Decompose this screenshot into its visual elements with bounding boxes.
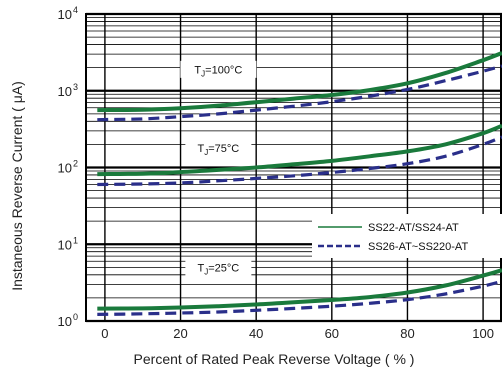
x-axis-title: Percent of Rated Peak Reverse Voltage ( … bbox=[134, 351, 415, 367]
temperature-label: TJ=100°C bbox=[180, 60, 257, 78]
y-tick-label: 100 bbox=[58, 312, 78, 329]
temperature-label-bg bbox=[185, 258, 252, 276]
temperature-label: TJ=25°C bbox=[185, 258, 252, 276]
x-tick-label: 100 bbox=[472, 326, 494, 341]
temperature-label-text: TJ=100°C bbox=[194, 64, 242, 78]
x-tick-label: 60 bbox=[325, 326, 339, 341]
legend-label: SS26-AT~SS220-AT bbox=[368, 241, 468, 253]
y-tick-label: 104 bbox=[58, 5, 78, 22]
legend-box bbox=[312, 214, 502, 258]
x-tick-label: 0 bbox=[101, 326, 108, 341]
plot-border bbox=[85, 13, 502, 322]
x-tick-label: 40 bbox=[249, 326, 263, 341]
y-axis-title: Instaneous Reverse Current ( μA) bbox=[9, 81, 25, 291]
y-tick-label: 103 bbox=[58, 82, 78, 99]
series-line-ss22-25c bbox=[97, 268, 502, 311]
series-line-ss22-100c bbox=[97, 51, 502, 113]
series-line-ss22-75c bbox=[97, 123, 502, 177]
x-tick-label: 20 bbox=[173, 326, 187, 341]
temperature-label: TJ=75°C bbox=[185, 139, 252, 157]
temperature-label-text: TJ=75°C bbox=[197, 143, 239, 157]
temperature-label-text: TJ=25°C bbox=[197, 262, 239, 276]
x-tick-label: 80 bbox=[400, 326, 414, 341]
legend: SS22-AT/SS24-AT SS26-AT~SS220-AT bbox=[312, 214, 502, 258]
temperature-label-bg bbox=[185, 139, 252, 157]
y-tick-label: 102 bbox=[58, 159, 78, 176]
temperature-label-bg bbox=[180, 60, 257, 78]
legend-label: SS22-AT/SS24-AT bbox=[368, 222, 459, 234]
y-tick-label: 101 bbox=[58, 235, 78, 252]
